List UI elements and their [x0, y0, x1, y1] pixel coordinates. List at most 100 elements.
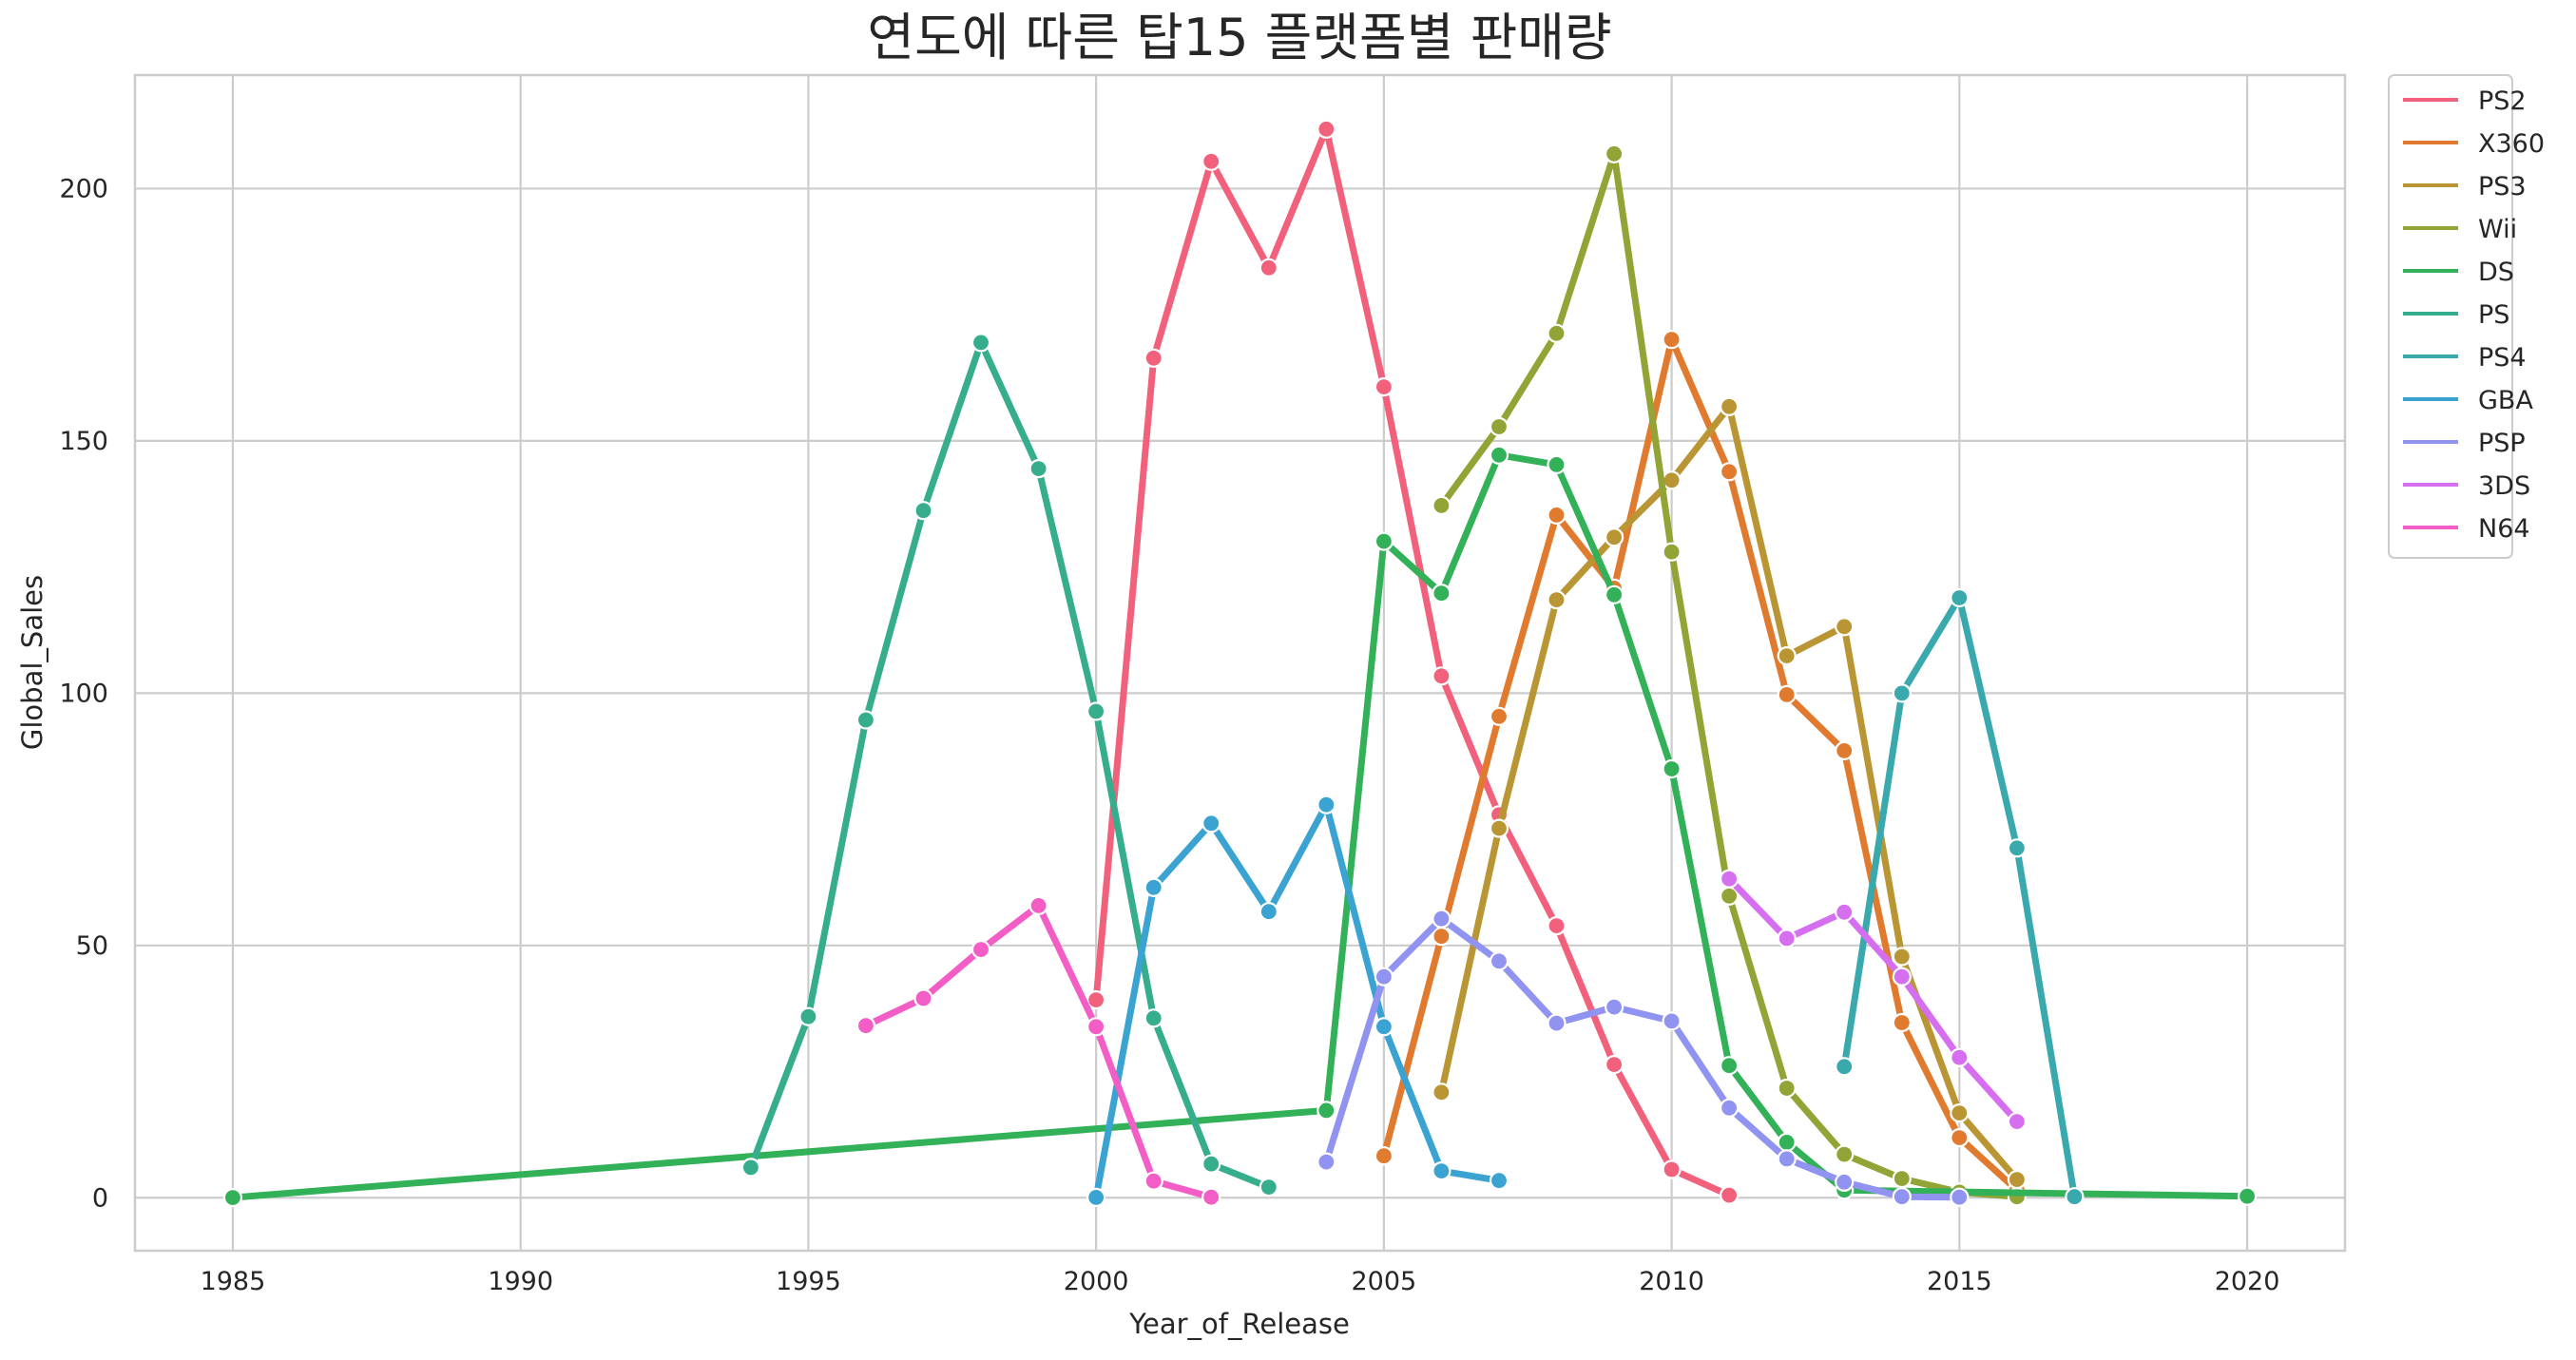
legend-label: PS4: [2478, 343, 2527, 373]
data-point: [1835, 1172, 1855, 1192]
chart-title: 연도에 따른 탑15 플랫폼별 판매량: [867, 8, 1611, 67]
data-point: [1892, 683, 1912, 703]
data-point: [1719, 1185, 1740, 1205]
legend-item: 3DS: [2403, 471, 2530, 501]
legend-item: PS4: [2403, 343, 2527, 373]
data-point: [1719, 1056, 1740, 1076]
data-point: [1489, 818, 1509, 838]
data-point: [855, 1016, 876, 1036]
data-point: [1719, 462, 1740, 482]
data-point: [1892, 1187, 1912, 1207]
data-point: [1604, 997, 1624, 1017]
legend-label: DS: [2478, 258, 2514, 287]
data-point: [1719, 396, 1740, 416]
data-point: [1547, 323, 1567, 343]
data-point: [1201, 1154, 1221, 1174]
x-tick-label: 2000: [1064, 1267, 1129, 1296]
x-tick-label: 1990: [488, 1267, 553, 1296]
data-point: [1201, 814, 1221, 833]
data-point: [1777, 684, 1797, 705]
data-point: [1835, 902, 1855, 922]
data-point: [1719, 869, 1740, 889]
data-point: [1777, 1078, 1797, 1099]
legend-label: Wii: [2478, 215, 2517, 244]
data-point: [1144, 1008, 1163, 1028]
x-axis-label: Year_of_Release: [1128, 1308, 1350, 1340]
legend-label: PS3: [2478, 172, 2527, 201]
data-point: [1892, 947, 1912, 967]
x-axis-ticks: 1985 1990 1995 2000 2005 2010 2015 2020: [201, 1267, 2280, 1296]
series-line: [1092, 125, 1733, 1199]
data-point: [1317, 795, 1336, 814]
series-psp: [1317, 909, 1970, 1207]
data-point: [1835, 1144, 1855, 1164]
data-point: [1144, 877, 1163, 897]
data-point: [1432, 495, 1451, 516]
data-point: [1604, 144, 1624, 163]
series-wii: [1432, 144, 2027, 1207]
data-point: [1892, 1012, 1912, 1033]
data-point: [1719, 886, 1740, 906]
data-point: [740, 1158, 761, 1178]
data-point: [1547, 1013, 1567, 1033]
data-point: [1950, 1102, 1970, 1123]
data-point: [1489, 706, 1509, 726]
data-point: [1950, 1127, 1970, 1148]
x-tick-label: 2010: [1639, 1267, 1704, 1296]
legend-label: 3DS: [2478, 471, 2530, 501]
series-line: [1092, 801, 1503, 1201]
series-ps4: [1835, 587, 2085, 1207]
grid-lines: [135, 75, 2345, 1251]
data-point: [1547, 589, 1567, 610]
legend-item: PS: [2403, 300, 2509, 330]
data-point: [971, 939, 991, 960]
data-point: [1777, 929, 1797, 948]
data-point: [1950, 1187, 1970, 1207]
series-line: [1322, 915, 1963, 1201]
legend-label: PSP: [2478, 429, 2526, 458]
data-point: [1835, 617, 1855, 637]
data-point: [1950, 1047, 1970, 1067]
data-point: [1489, 951, 1509, 971]
data-point: [1259, 902, 1278, 922]
data-point: [1374, 531, 1394, 551]
data-point: [1432, 1082, 1451, 1102]
data-point: [1662, 758, 1682, 779]
series-line: [1380, 335, 2021, 1194]
series-line: [1725, 875, 2021, 1125]
data-point: [1259, 258, 1278, 278]
data-point: [2007, 838, 2027, 858]
data-point: [1317, 119, 1336, 139]
data-point: [1086, 989, 1106, 1010]
legend: PS2 X360 PS3 Wii DS PS PS4 GBA PSP 3DS N64: [2388, 74, 2545, 559]
legend-item: PS2: [2403, 86, 2527, 116]
data-point: [1317, 1152, 1336, 1172]
data-point: [1432, 909, 1451, 929]
data-point: [1086, 1017, 1106, 1037]
series-3ds: [1719, 869, 2027, 1132]
y-tick-label: 100: [59, 679, 108, 708]
y-axis-ticks: 0 50 100 150 200: [59, 174, 108, 1213]
series-line: [747, 338, 1273, 1191]
data-point: [1604, 1054, 1624, 1075]
series-line: [862, 902, 1215, 1201]
y-tick-label: 50: [76, 931, 108, 961]
data-point: [2007, 1111, 2027, 1132]
data-point: [1892, 1168, 1912, 1189]
data-point: [1432, 927, 1451, 947]
data-point: [1201, 151, 1221, 171]
data-point: [2065, 1187, 2085, 1207]
legend-item: GBA: [2403, 386, 2533, 415]
data-point: [913, 501, 933, 521]
y-tick-label: 150: [59, 427, 108, 456]
data-point: [798, 1006, 818, 1026]
x-tick-label: 2005: [1352, 1267, 1417, 1296]
data-point: [1028, 459, 1048, 479]
x-tick-label: 1985: [201, 1267, 266, 1296]
y-axis-label: Global_Sales: [16, 575, 48, 750]
data-point: [913, 988, 933, 1008]
data-point: [1662, 542, 1682, 562]
y-tick-label: 0: [92, 1183, 108, 1213]
data-point: [1892, 967, 1912, 986]
legend-item: PSP: [2403, 429, 2526, 458]
